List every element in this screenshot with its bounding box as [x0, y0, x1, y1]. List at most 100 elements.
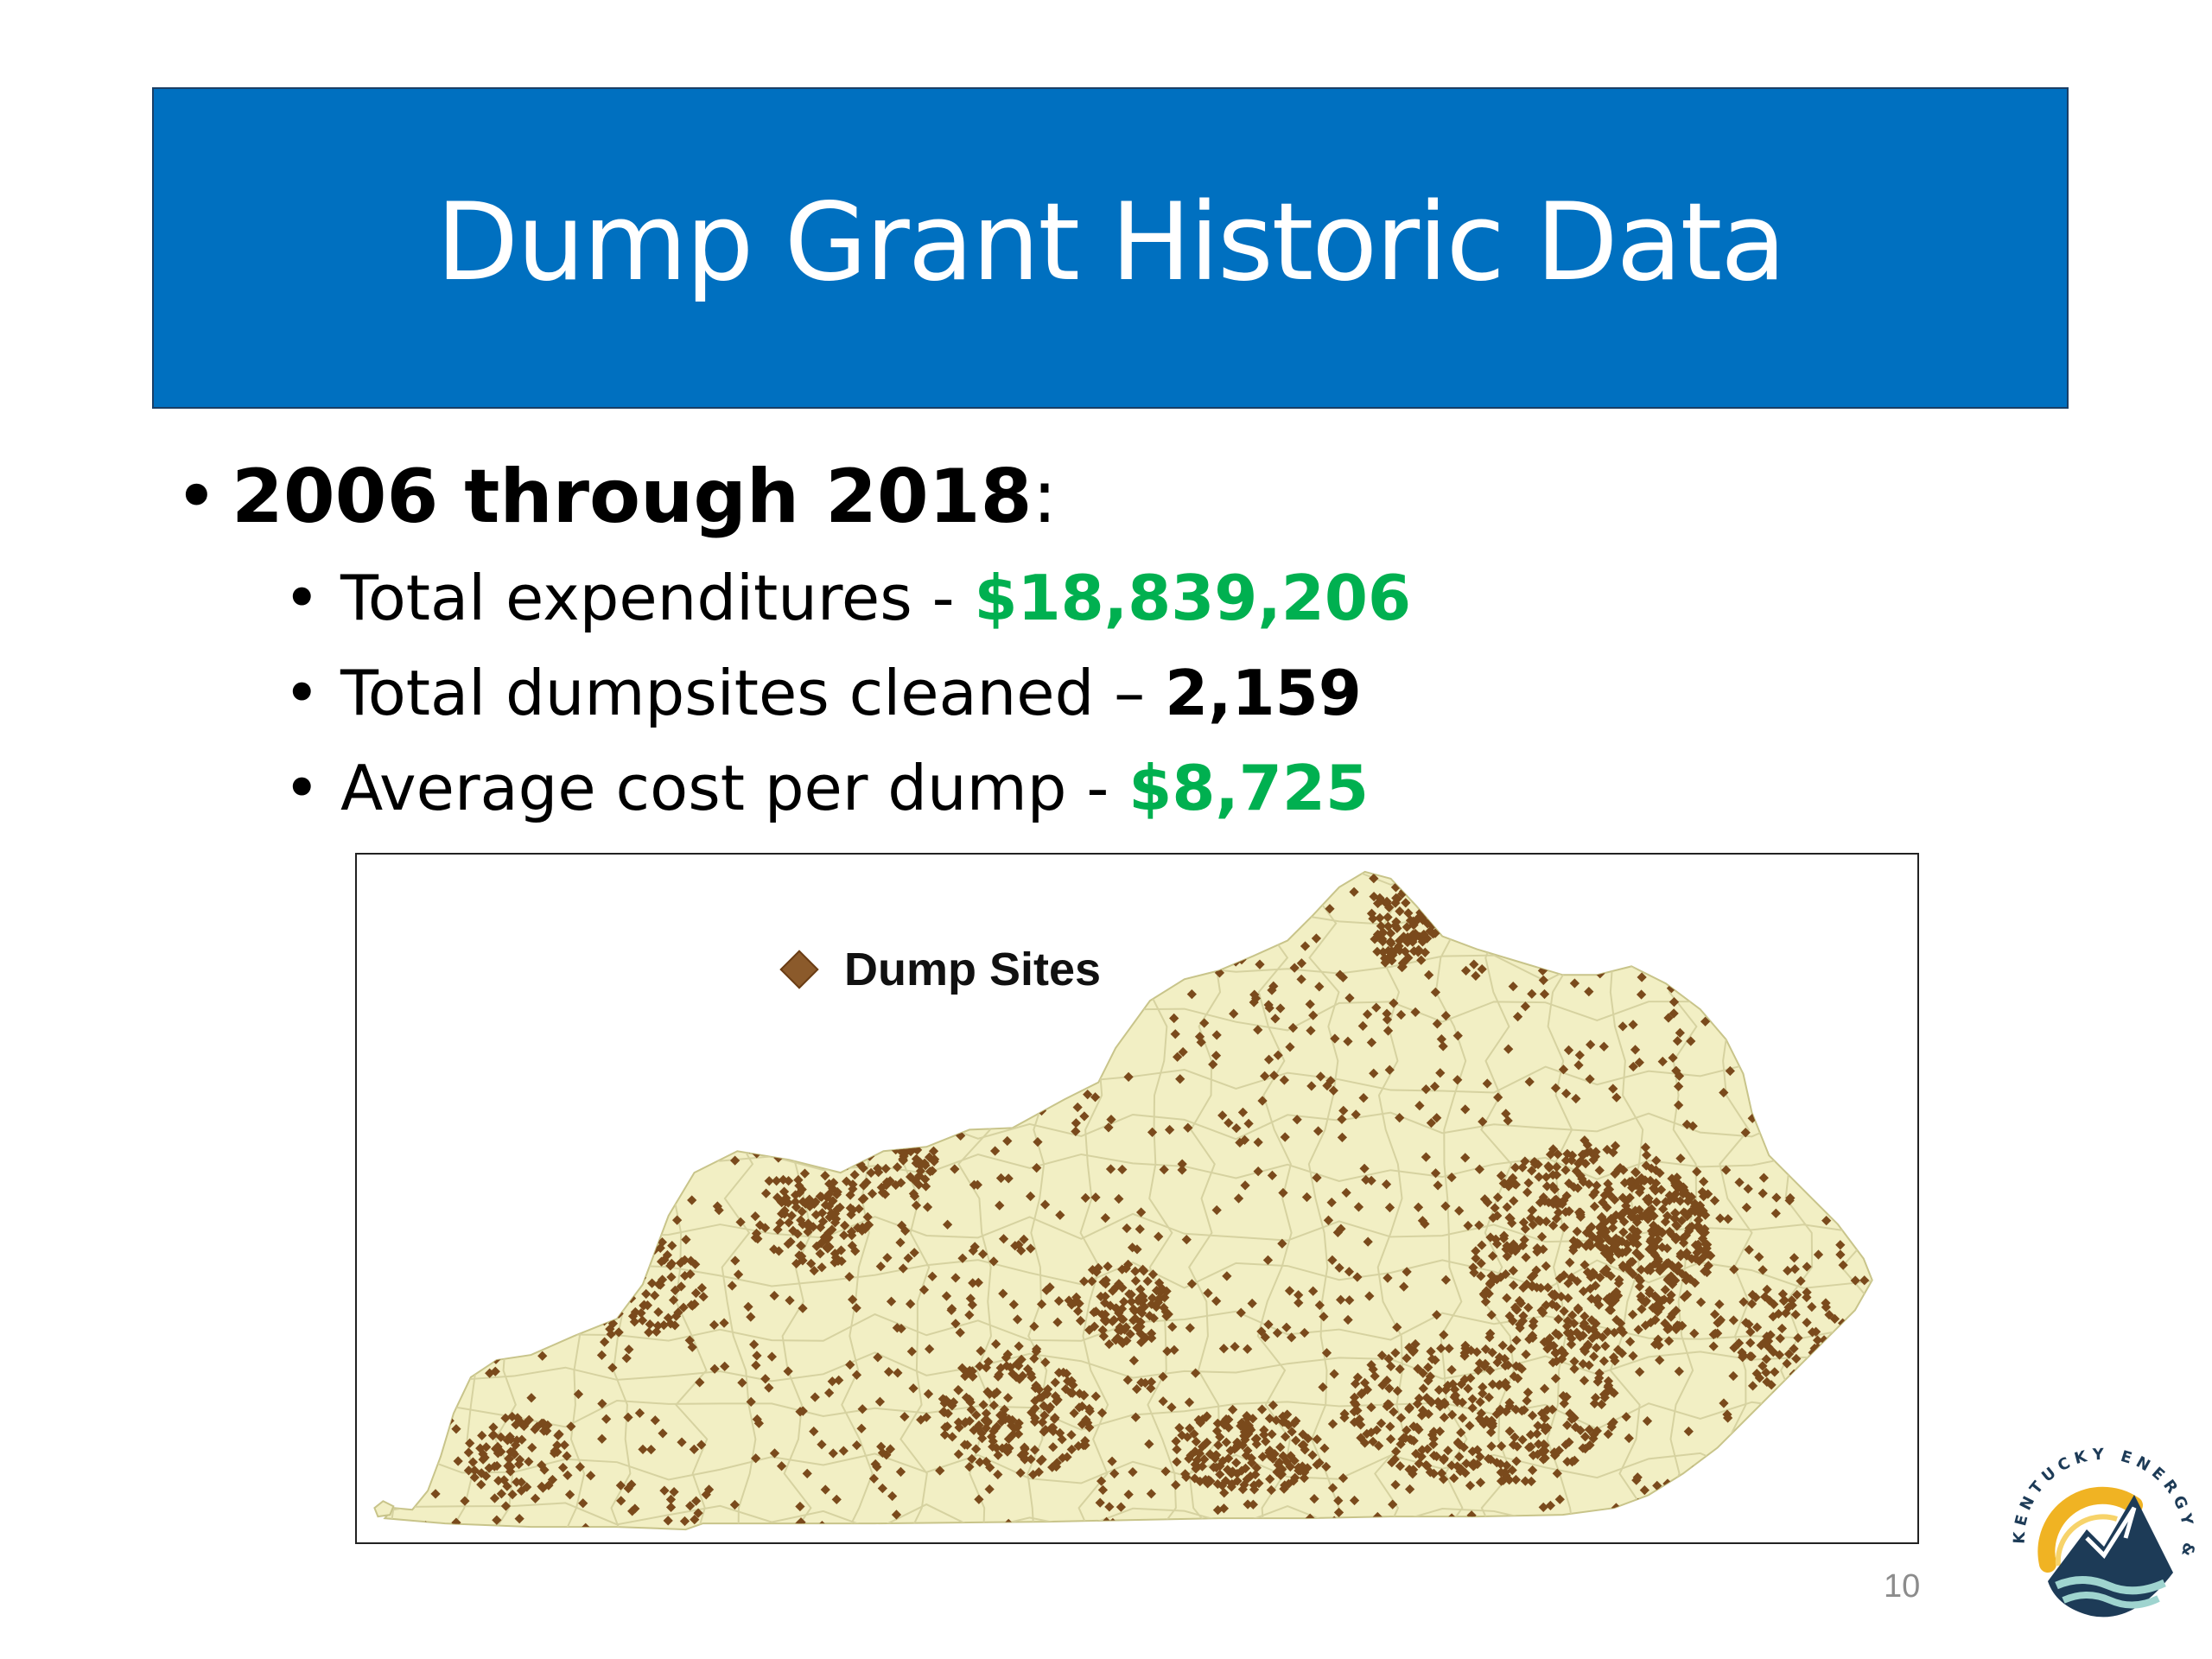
dump-site-marker: [1281, 1322, 1292, 1332]
dump-site-marker: [891, 1510, 902, 1520]
dump-site-marker: [1734, 1448, 1745, 1459]
dump-site-marker: [1709, 1195, 1720, 1206]
dump-site-marker: [1612, 1532, 1622, 1541]
dump-site-marker: [1197, 1461, 1208, 1471]
dump-site-marker: [685, 1255, 696, 1266]
dump-site-marker: [1588, 1190, 1599, 1200]
dump-site-marker: [1208, 1059, 1218, 1070]
dump-site-marker: [624, 1286, 634, 1296]
dump-site-marker: [776, 927, 787, 938]
dump-site-marker: [1068, 1380, 1078, 1390]
dump-site-marker: [603, 1300, 613, 1312]
dump-site-marker: [1106, 1114, 1116, 1125]
dump-site-marker: [656, 1256, 667, 1267]
dump-site-marker: [1148, 935, 1159, 945]
dump-site-marker: [556, 1164, 567, 1175]
dump-site-marker: [1289, 1418, 1300, 1428]
dump-site-marker: [1099, 1047, 1110, 1058]
dump-site-marker: [1845, 1450, 1855, 1460]
dump-site-marker: [942, 1219, 953, 1230]
dump-site-marker: [473, 1292, 484, 1302]
dump-site-marker: [721, 1007, 731, 1018]
dump-site-marker: [1796, 1461, 1806, 1471]
dump-site-marker: [645, 897, 656, 907]
dump-site-marker: [1184, 1453, 1194, 1464]
dump-site-marker: [1263, 1054, 1274, 1065]
dump-site-marker: [1802, 1262, 1812, 1272]
dump-site-marker: [877, 1187, 888, 1198]
dump-site-marker: [1073, 1440, 1084, 1452]
dump-site-marker: [1321, 1461, 1332, 1472]
dump-site-marker: [1655, 1355, 1665, 1365]
dump-site-marker: [1135, 960, 1146, 970]
dump-site-marker: [970, 1444, 982, 1454]
dump-site-marker: [1128, 1466, 1138, 1478]
dump-site-marker: [1314, 982, 1325, 992]
dump-site-marker: [1866, 1061, 1872, 1072]
dump-site-marker: [486, 1318, 496, 1328]
dump-site-marker: [982, 1091, 992, 1102]
dump-site-marker: [836, 1245, 847, 1255]
dump-site-marker: [1770, 1403, 1781, 1414]
dump-site-marker: [1440, 1399, 1450, 1409]
dump-site-marker: [719, 1318, 729, 1328]
dump-site-marker: [779, 1209, 790, 1219]
dump-site-marker: [1842, 1399, 1853, 1409]
dump-site-marker: [504, 1111, 514, 1122]
dump-site-marker: [1280, 1480, 1290, 1491]
dump-site-marker: [1635, 948, 1645, 958]
dump-site-marker: [1385, 1421, 1395, 1432]
dump-site-marker: [632, 1271, 643, 1282]
dump-site-marker: [968, 1278, 978, 1288]
dump-site-marker: [564, 1294, 575, 1304]
dump-site-marker: [593, 1252, 603, 1262]
dump-site-marker: [1147, 1127, 1158, 1138]
dump-site-marker: [877, 1098, 887, 1109]
dump-site-marker: [1752, 1014, 1763, 1024]
dump-site-marker: [567, 1265, 577, 1275]
dump-site-marker: [714, 1205, 724, 1216]
dump-site-marker: [652, 1223, 662, 1234]
dump-site-marker: [995, 1173, 1007, 1184]
dump-site-marker: [786, 1211, 797, 1221]
dump-site-marker: [494, 1218, 505, 1229]
dump-site-marker: [1502, 1251, 1512, 1262]
dump-site-marker: [1826, 949, 1836, 959]
dump-site-marker: [420, 1147, 430, 1159]
dump-site-marker: [414, 1199, 425, 1210]
dump-site-marker: [1329, 1369, 1339, 1379]
dump-site-marker: [823, 1388, 835, 1398]
map-legend: Dump Sites: [779, 943, 1101, 996]
dump-site-marker: [1842, 943, 1853, 954]
dump-site-marker: [811, 1027, 822, 1039]
dump-site-marker: [1802, 1373, 1812, 1383]
dump-site-marker: [1091, 1267, 1102, 1277]
dump-site-marker: [1314, 1300, 1325, 1311]
dump-site-marker: [408, 1131, 418, 1141]
dump-site-marker: [886, 1296, 897, 1306]
dump-site-marker: [386, 1029, 397, 1039]
dump-site-marker: [1476, 1258, 1486, 1268]
dump-site-marker: [1313, 1532, 1322, 1541]
dump-site-marker: [825, 924, 836, 935]
dump-site-marker: [1826, 1459, 1836, 1470]
dump-site-marker: [815, 1249, 825, 1259]
dump-site-marker: [1308, 1010, 1319, 1020]
dump-site-marker: [650, 1122, 660, 1132]
dump-site-marker: [1014, 1341, 1024, 1351]
dump-site-marker: [1034, 1392, 1046, 1402]
dump-site-marker: [1265, 1445, 1275, 1456]
dump-site-marker: [1084, 1422, 1095, 1433]
dump-site-marker: [753, 1418, 765, 1428]
dump-site-marker: [626, 1239, 636, 1250]
dump-site-marker: [1740, 1318, 1751, 1328]
dump-site-marker: [1567, 1457, 1578, 1467]
dump-site-marker: [876, 1141, 887, 1152]
dump-site-marker: [1063, 900, 1073, 912]
dump-site-marker: [504, 1322, 514, 1332]
dump-site-marker: [1619, 1207, 1630, 1217]
dump-site-marker: [580, 1235, 591, 1246]
dump-site-marker: [1478, 1389, 1488, 1399]
dump-site-marker: [442, 1223, 453, 1234]
dump-site-marker: [498, 1526, 508, 1530]
